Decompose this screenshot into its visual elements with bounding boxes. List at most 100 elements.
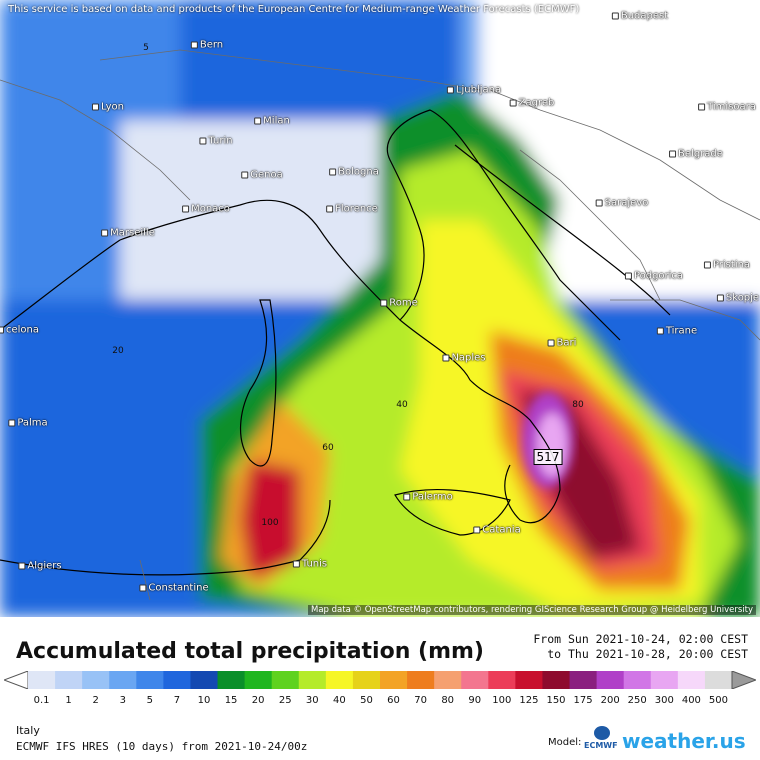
city-label: Monaco bbox=[191, 203, 230, 215]
city-label: Constantine bbox=[148, 582, 209, 594]
scale-swatch bbox=[28, 671, 56, 689]
city-marker-icon bbox=[292, 560, 300, 567]
city-label: Ljubljana bbox=[455, 84, 502, 96]
city-label: Tirane bbox=[665, 325, 698, 337]
scale-arrow-left bbox=[4, 671, 29, 689]
scale-label: 100 bbox=[492, 695, 512, 706]
city-marker-icon bbox=[509, 99, 517, 106]
city-sarajevo: Sarajevo bbox=[595, 198, 648, 209]
city-lyon: Lyon bbox=[91, 102, 124, 113]
city-tunis: Tunis bbox=[292, 558, 328, 570]
city-bari: Bari bbox=[547, 337, 577, 349]
city-label: Genoa bbox=[250, 169, 283, 181]
scale-swatch bbox=[190, 671, 219, 689]
city-marker-icon bbox=[698, 103, 706, 110]
city-marker-icon bbox=[442, 354, 450, 361]
scale-label: 30 bbox=[305, 695, 319, 706]
max-value-label: 517 bbox=[533, 449, 563, 465]
scale-label: 1 bbox=[65, 695, 72, 706]
map-canvas bbox=[0, 0, 760, 617]
city-label: Pristina bbox=[712, 259, 751, 271]
scale-swatch bbox=[380, 671, 408, 689]
scale-label: 10 bbox=[197, 695, 211, 706]
city-palma: Palma bbox=[8, 418, 48, 429]
scale-label: 0.1 bbox=[33, 695, 50, 706]
scale-label: 500 bbox=[708, 695, 728, 706]
scale-label: 15 bbox=[224, 695, 238, 706]
city-marker-icon bbox=[669, 150, 677, 157]
scale-label: 25 bbox=[278, 695, 292, 706]
city-marker-icon bbox=[403, 493, 411, 500]
city-label: Belgrade bbox=[678, 148, 723, 160]
city-bologna: Bologna bbox=[329, 167, 379, 178]
model-label: Model: bbox=[548, 737, 582, 748]
city-marker-icon bbox=[8, 419, 16, 426]
scale-swatch bbox=[569, 671, 598, 689]
city-marker-icon bbox=[0, 326, 4, 333]
city-marker-icon bbox=[101, 229, 109, 236]
color-scale-labels: 0.1 1 2 3 5 7 10 15 20 25 30 40 50 60 70 80 90 100 125 150 1… bbox=[0, 695, 760, 709]
weather-us-logo[interactable]: weather.us bbox=[622, 729, 746, 753]
ecmwf-logo-text: ECMWF bbox=[584, 741, 618, 750]
scale-swatch bbox=[82, 671, 110, 689]
period-to: to Thu 2021-10-28, 20:00 CEST bbox=[547, 647, 748, 661]
city-marker-icon bbox=[91, 103, 99, 110]
scale-swatch bbox=[244, 671, 273, 689]
scale-swatch bbox=[298, 671, 327, 689]
city-marker-icon bbox=[624, 272, 632, 279]
scale-label: 50 bbox=[360, 695, 373, 706]
city-skopje: Skopje bbox=[716, 292, 760, 304]
scale-swatch bbox=[109, 671, 137, 689]
scale-swatch bbox=[163, 671, 191, 689]
city-budapest: Budapest bbox=[611, 10, 669, 22]
scale-label: 60 bbox=[387, 695, 400, 706]
city-label: Tunis bbox=[301, 558, 328, 570]
chart-title: Accumulated total precipitation (mm) bbox=[16, 639, 484, 664]
scale-swatch bbox=[596, 671, 625, 689]
scale-label: 2 bbox=[92, 695, 99, 706]
scale-label: 80 bbox=[441, 695, 455, 706]
scale-label: 7 bbox=[173, 695, 181, 706]
city-naples: Naples bbox=[442, 353, 486, 364]
city-label: Florence bbox=[335, 203, 378, 215]
city-marker-icon bbox=[182, 205, 190, 212]
contour-label: 60 bbox=[322, 443, 334, 453]
scale-swatch bbox=[461, 671, 489, 689]
precip-field bbox=[0, 0, 760, 617]
scale-label: 400 bbox=[681, 695, 701, 706]
city-label: celona bbox=[5, 324, 40, 336]
city-label: Zagreb bbox=[518, 97, 555, 109]
city-label: Bari bbox=[556, 337, 577, 349]
city-marker-icon bbox=[611, 12, 619, 19]
city-rome: Rome bbox=[380, 298, 418, 309]
city-marker-icon bbox=[595, 199, 603, 206]
city-marker-icon bbox=[329, 168, 337, 175]
precip-peak bbox=[522, 392, 574, 488]
city-marker-icon bbox=[326, 205, 334, 212]
scale-swatch bbox=[704, 671, 733, 689]
city-label: Timisoara bbox=[707, 101, 756, 113]
scale-label: 200 bbox=[600, 695, 620, 706]
city-florence: Florence bbox=[326, 204, 378, 215]
ecmwf-mark-icon bbox=[594, 726, 610, 740]
scale-label: 175 bbox=[573, 695, 593, 706]
city-label: Rome bbox=[389, 297, 418, 309]
legend-panel: Accumulated total precipitation (mm) Fro… bbox=[0, 617, 760, 760]
scale-swatch bbox=[677, 671, 706, 689]
scale-swatch bbox=[217, 671, 246, 689]
color-scale bbox=[4, 671, 756, 689]
contour-label: 20 bbox=[112, 346, 124, 356]
city-zagreb: Zagreb bbox=[509, 97, 555, 109]
precipitation-map[interactable]: This service is based on data and produc… bbox=[0, 0, 760, 617]
city-label: Catania bbox=[482, 524, 521, 536]
scale-swatch bbox=[488, 671, 516, 689]
city-label: Skopje bbox=[725, 292, 760, 304]
scale-label: 125 bbox=[519, 695, 539, 706]
contour-label: 40 bbox=[396, 400, 408, 410]
city-label: Algiers bbox=[27, 560, 62, 572]
city-label: Budapest bbox=[620, 10, 669, 22]
contour-label: 100 bbox=[261, 518, 279, 528]
scale-swatch bbox=[352, 671, 381, 689]
city-marker-icon bbox=[380, 299, 388, 306]
scale-label: 90 bbox=[468, 695, 482, 706]
